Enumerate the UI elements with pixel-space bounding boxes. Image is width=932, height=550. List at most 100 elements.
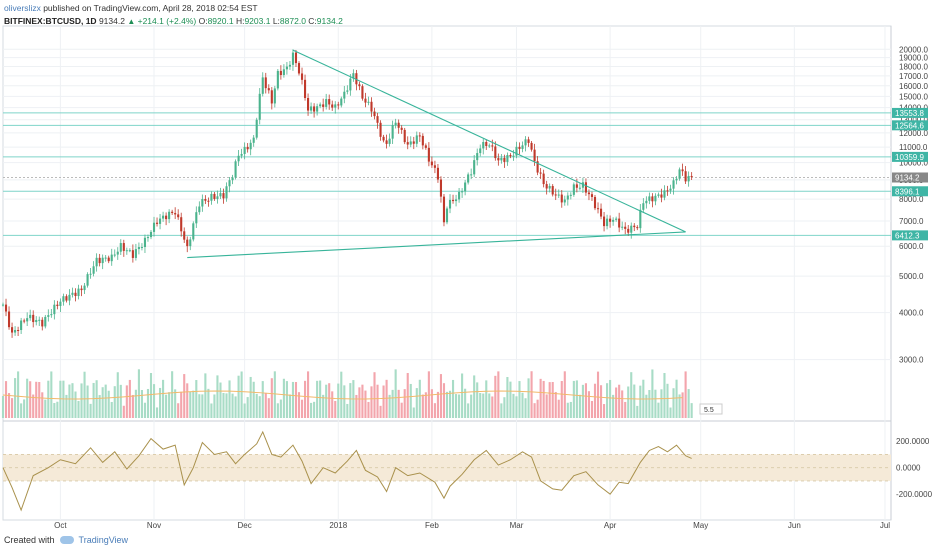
candle-body[interactable] [192,223,195,240]
candle-body[interactable] [376,116,379,123]
candle-body[interactable] [74,292,77,297]
candle-body[interactable] [89,273,92,275]
candle-body[interactable] [207,200,210,202]
candle-body[interactable] [165,215,168,220]
candle-body[interactable] [77,288,80,297]
candle-body[interactable] [418,135,421,137]
candle-body[interactable] [288,64,291,67]
candle-body[interactable] [171,211,174,214]
candle-body[interactable] [630,225,633,233]
candle-body[interactable] [7,311,11,328]
candle-body[interactable] [204,199,207,201]
candle-body[interactable] [300,73,304,80]
candle-body[interactable] [198,206,201,213]
candle-body[interactable] [325,99,328,107]
candle-body[interactable] [222,193,225,199]
candle-body[interactable] [663,190,666,198]
candle-body[interactable] [122,243,125,251]
candle-body[interactable] [370,101,373,112]
candle-body[interactable] [527,139,530,143]
candle-body[interactable] [355,73,358,85]
candle-body[interactable] [255,119,258,138]
candle-body[interactable] [246,146,249,150]
candle-body[interactable] [310,106,313,111]
candle-body[interactable] [358,84,361,87]
candle-body[interactable] [186,239,189,247]
candle-body[interactable] [497,158,500,161]
candle-body[interactable] [219,193,222,197]
candle-body[interactable] [276,70,279,89]
candle-body[interactable] [364,98,367,103]
candle-body[interactable] [137,247,140,250]
candle-body[interactable] [551,186,554,195]
candle-body[interactable] [672,180,675,189]
candle-body[interactable] [542,173,545,185]
candle-body[interactable] [494,146,497,159]
candle-body[interactable] [633,225,636,228]
candle-body[interactable] [409,141,412,145]
candle-body[interactable] [331,104,334,108]
candle-body[interactable] [666,190,669,192]
candle-body[interactable] [503,157,506,162]
author-link[interactable]: oliverslizx [4,3,41,13]
candle-body[interactable] [328,99,331,105]
candle-body[interactable] [467,174,470,183]
price-chart[interactable]: 20000.019000.018000.017000.016000.015000… [0,0,932,532]
candle-body[interactable] [26,318,29,322]
candle-body[interactable] [162,215,165,219]
candle-body[interactable] [152,222,156,232]
candle-body[interactable] [476,153,479,161]
candle-body[interactable] [451,199,455,202]
symbol-label[interactable]: BITFINEX:BTCUSD, 1D [4,16,97,26]
candle-body[interactable] [294,52,298,64]
candle-body[interactable] [11,327,14,333]
candle-body[interactable] [642,203,645,210]
candle-body[interactable] [282,69,285,76]
candle-body[interactable] [231,177,234,181]
candle-body[interactable] [621,226,624,228]
candle-body[interactable] [660,194,663,198]
candle-body[interactable] [159,218,162,224]
candle-body[interactable] [258,93,261,120]
candle-body[interactable] [533,149,536,162]
candle-body[interactable] [675,178,678,181]
candle-body[interactable] [195,212,198,224]
candle-body[interactable] [140,247,143,249]
candle-body[interactable] [566,195,569,200]
candle-body[interactable] [557,194,560,196]
candle-body[interactable] [491,145,494,147]
candle-body[interactable] [500,157,503,161]
candle-body[interactable] [155,222,159,224]
candle-body[interactable] [264,77,267,89]
candle-body[interactable] [575,184,578,188]
candle-body[interactable] [17,330,20,332]
candle-body[interactable] [273,88,276,104]
candle-body[interactable] [584,182,587,193]
candle-body[interactable] [382,136,385,141]
candle-body[interactable] [216,196,219,199]
candle-body[interactable] [240,153,243,156]
candle-body[interactable] [210,193,213,201]
candle-body[interactable] [119,243,122,252]
candle-body[interactable] [65,296,68,301]
candle-body[interactable] [68,294,71,301]
candle-body[interactable] [201,199,204,207]
candle-body[interactable] [681,169,684,172]
candle-body[interactable] [455,199,458,202]
candle-body[interactable] [279,70,282,76]
candle-body[interactable] [433,165,436,168]
candle-body[interactable] [307,98,310,111]
candle-body[interactable] [352,73,355,79]
candle-body[interactable] [104,257,107,259]
candle-body[interactable] [291,52,295,65]
candle-body[interactable] [509,155,512,157]
candle-body[interactable] [442,196,446,223]
candle-body[interactable] [569,194,572,196]
candle-body[interactable] [113,254,116,256]
candle-body[interactable] [461,191,464,193]
candle-body[interactable] [337,104,340,106]
candle-body[interactable] [578,187,581,189]
candle-body[interactable] [412,141,415,144]
candle-body[interactable] [615,218,618,220]
candle-body[interactable] [237,155,240,162]
